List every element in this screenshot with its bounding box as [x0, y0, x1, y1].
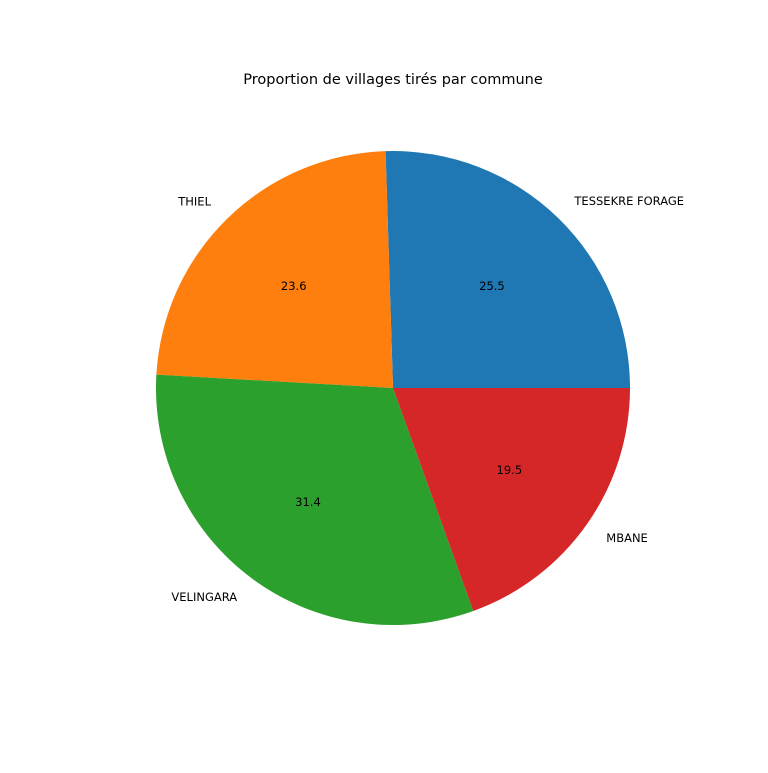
slice-label-velingara: VELINGARA — [171, 590, 237, 604]
slice-value-mbane: 19.5 — [497, 463, 523, 477]
slice-value-velingara: 31.4 — [295, 495, 321, 509]
pie-slice-tessekre-forage — [385, 151, 630, 388]
pie-slice-thiel — [156, 151, 393, 388]
slice-label-mbane: MBANE — [606, 531, 648, 545]
slice-value-thiel: 23.6 — [281, 279, 307, 293]
pie-slice-velingara — [156, 374, 474, 626]
slice-label-tessekre-forage: TESSEKRE FORAGE — [573, 194, 684, 208]
pie-slices — [156, 151, 630, 626]
pie-labels: TESSEKRE FORAGE 25.5 THIEL 23.6 VELINGARA 31.… — [171, 194, 684, 604]
slice-value-tessekre-forage: 25.5 — [479, 279, 505, 293]
slice-label-thiel: THIEL — [177, 194, 211, 208]
pie-slice-mbane — [393, 388, 630, 611]
chart-title: Proportion de villages tirés par commune — [243, 72, 543, 88]
